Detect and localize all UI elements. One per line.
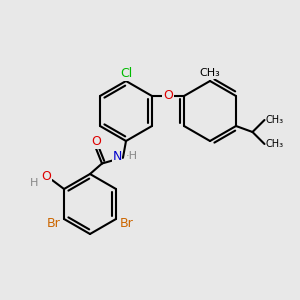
Text: O: O	[163, 88, 173, 102]
Text: H: H	[30, 178, 38, 188]
Text: O: O	[91, 135, 101, 148]
Text: Br: Br	[46, 217, 60, 230]
Text: N: N	[112, 149, 122, 163]
Text: Br: Br	[120, 217, 134, 230]
Text: CH₃: CH₃	[266, 115, 284, 125]
Text: ·H: ·H	[126, 151, 138, 161]
Text: Cl: Cl	[120, 67, 132, 80]
Text: O: O	[41, 170, 51, 184]
Text: CH₃: CH₃	[266, 139, 284, 149]
Text: CH₃: CH₃	[200, 68, 220, 79]
